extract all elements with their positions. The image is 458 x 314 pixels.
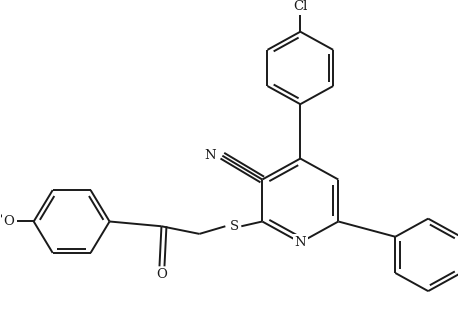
Text: Cl: Cl [293,0,307,13]
Text: N: N [294,236,306,249]
Text: N: N [205,149,216,162]
Text: O: O [3,215,14,228]
Text: O: O [156,268,167,281]
Text: S: S [230,220,239,233]
